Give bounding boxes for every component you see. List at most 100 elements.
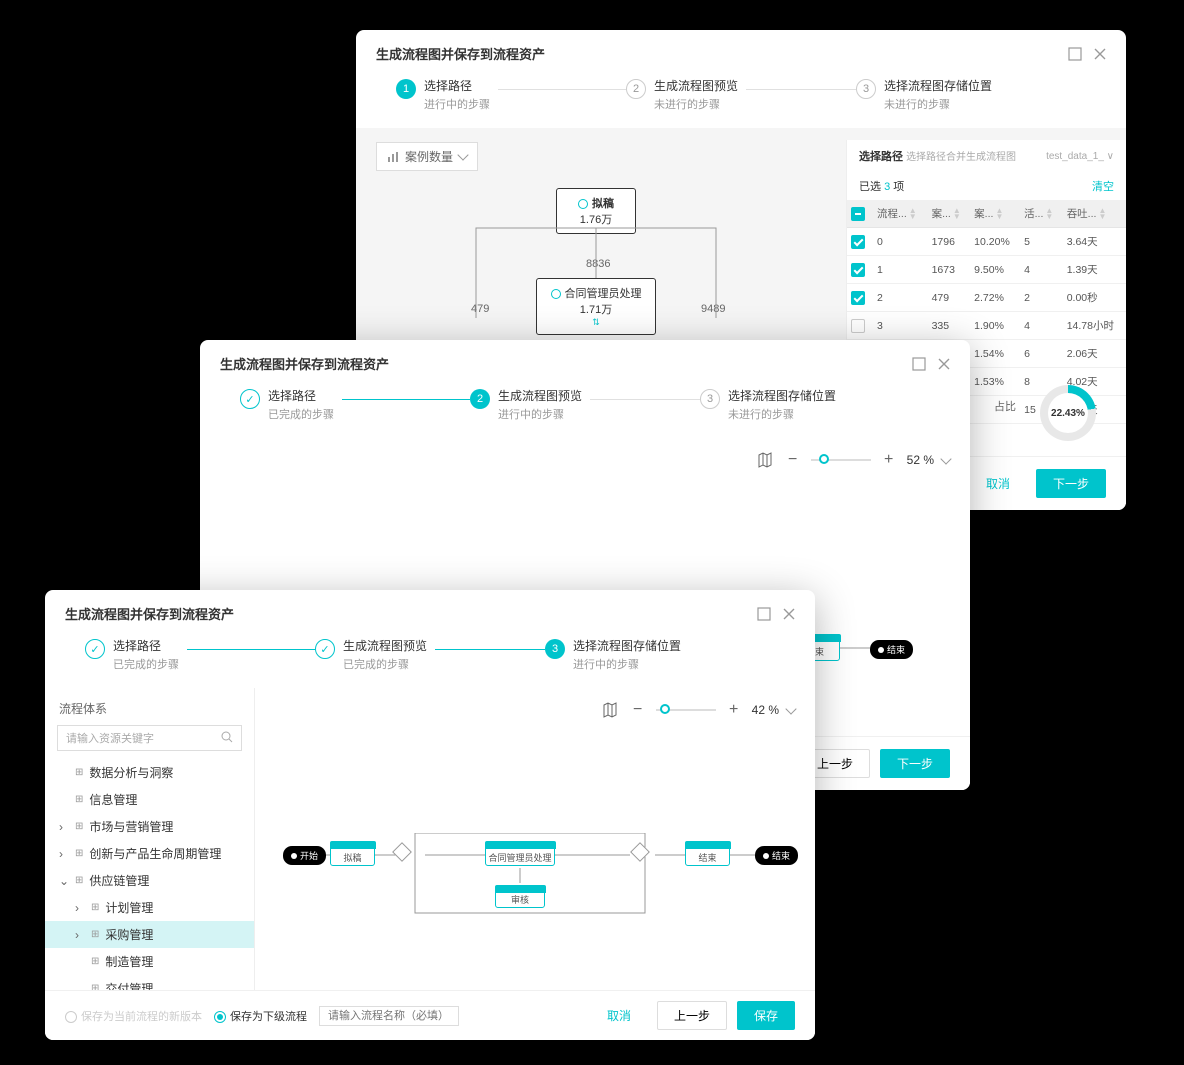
zoom-handle[interactable]: [819, 454, 829, 464]
bar-chart-icon: [387, 151, 399, 163]
bpmn-end[interactable]: 结束: [870, 640, 913, 659]
zoom-controls: − + 52 %: [755, 450, 950, 470]
step-3-sub: 未进行的步骤: [884, 96, 992, 112]
bpmn-start[interactable]: 开始: [283, 846, 326, 865]
row-checkbox[interactable]: [851, 291, 865, 305]
header: 生成流程图并保存到流程资产: [45, 590, 815, 637]
file-selector[interactable]: test_data_1_ ∨: [1046, 151, 1114, 162]
step-3-indicator: 3: [700, 389, 720, 409]
zoom-out-button[interactable]: −: [783, 450, 803, 470]
process-tree-panel: 流程体系 请输入资源关键字 ⊞数据分析与洞察 ⊞信息管理 ›⊞市场与营销管理 ›…: [45, 688, 255, 1028]
sort-icon[interactable]: ▲▼: [909, 208, 917, 220]
table-row[interactable]: 0179610.20%53.64天: [847, 228, 1126, 256]
target-icon: [551, 289, 561, 299]
sort-icon[interactable]: ▲▼: [1098, 208, 1106, 220]
bpmn-end[interactable]: 结束: [755, 846, 798, 865]
cancel-button[interactable]: 取消: [970, 469, 1026, 498]
tree-item[interactable]: ⊞信息管理: [45, 786, 254, 813]
flow-node-draft[interactable]: 拟稿 1.76万: [556, 188, 636, 234]
zoom-slider[interactable]: [656, 709, 716, 711]
close-icon[interactable]: [783, 608, 795, 620]
table-row[interactable]: 116739.50%41.39天: [847, 256, 1126, 284]
sort-icon[interactable]: ▲▼: [953, 208, 961, 220]
cancel-button[interactable]: 取消: [591, 1001, 647, 1030]
edge-label: 8836: [586, 258, 610, 270]
chevron-down-icon[interactable]: [785, 703, 796, 714]
zoom-handle[interactable]: [660, 704, 670, 714]
bpmn-task[interactable]: 拟稿: [330, 842, 375, 866]
close-icon[interactable]: [938, 358, 950, 370]
step-3-indicator: 3: [856, 79, 876, 99]
window-title: 生成流程图并保存到流程资产: [376, 44, 545, 63]
expand-icon[interactable]: [757, 607, 771, 621]
window-title: 生成流程图并保存到流程资产: [65, 604, 234, 623]
tree-item[interactable]: ›⊞创新与产品生命周期管理: [45, 840, 254, 867]
bpmn-task[interactable]: 合同管理员处理: [485, 842, 555, 866]
flow-node-contract[interactable]: 合同管理员处理 1.71万 ⇅: [536, 278, 656, 335]
coverage-donut: 22.43%: [1040, 385, 1096, 441]
donut-label: 占比: [994, 398, 1016, 414]
tree-search-input[interactable]: 请输入资源关键字: [57, 725, 242, 751]
next-button[interactable]: 下一步: [880, 749, 950, 778]
step-1-sub: 进行中的步骤: [424, 96, 490, 112]
tree-item[interactable]: ›⊞市场与营销管理: [45, 813, 254, 840]
step-2-indicator: ✓: [315, 639, 335, 659]
tree-item-selected[interactable]: ›⊞采购管理: [45, 921, 254, 948]
zoom-out-button[interactable]: −: [628, 700, 648, 720]
step-1-indicator: ✓: [240, 389, 260, 409]
chevron-down-icon: [457, 149, 468, 160]
flow-preview-canvas[interactable]: − + 42 % 开始 拟稿 合同管理员处理 审核 结束: [255, 688, 815, 1028]
expand-icon[interactable]: [912, 357, 926, 371]
save-as-version-radio: 保存为当前流程的新版本: [65, 1008, 202, 1024]
edge-label: 479: [471, 303, 489, 315]
zoom-in-button[interactable]: +: [724, 700, 744, 720]
zoom-percent: 42 %: [752, 703, 779, 717]
save-as-child-radio[interactable]: 保存为下级流程: [214, 1008, 307, 1024]
map-icon[interactable]: [755, 450, 775, 470]
step-3-title: 选择流程图存储位置: [884, 77, 992, 94]
bpmn-task[interactable]: 审核: [495, 886, 545, 908]
save-button[interactable]: 保存: [737, 1001, 795, 1030]
window-title: 生成流程图并保存到流程资产: [220, 354, 389, 373]
tree-item[interactable]: ⊞数据分析与洞察: [45, 759, 254, 786]
close-icon[interactable]: [1094, 48, 1106, 60]
sort-icon[interactable]: ▲▼: [995, 208, 1003, 220]
tree-item[interactable]: ⊞制造管理: [45, 948, 254, 975]
zoom-controls: − + 42 %: [600, 700, 795, 720]
map-icon[interactable]: [600, 700, 620, 720]
tree-item[interactable]: ⌄⊞供应链管理: [45, 867, 254, 894]
stepper: ✓ 选择路径已完成的步骤 ✓ 生成流程图预览已完成的步骤 3 选择流程图存储位置…: [45, 637, 815, 688]
step-2-indicator: 2: [626, 79, 646, 99]
zoom-slider[interactable]: [811, 459, 871, 461]
process-name-input[interactable]: [319, 1006, 459, 1026]
clear-selection[interactable]: 清空: [1092, 178, 1114, 194]
select-all-checkbox[interactable]: [851, 207, 865, 221]
zoom-percent: 52 %: [907, 453, 934, 467]
step-1-indicator: ✓: [85, 639, 105, 659]
prev-button[interactable]: 上一步: [657, 1001, 727, 1030]
next-button[interactable]: 下一步: [1036, 469, 1106, 498]
row-checkbox[interactable]: [851, 235, 865, 249]
expand-icon[interactable]: [1068, 47, 1082, 61]
tree-title: 流程体系: [45, 696, 254, 725]
row-checkbox[interactable]: [851, 263, 865, 277]
bpmn-task[interactable]: 结束: [685, 842, 730, 866]
row-checkbox[interactable]: [851, 319, 865, 333]
window-step3: 生成流程图并保存到流程资产 ✓ 选择路径已完成的步骤 ✓ 生成流程图预览已完成的…: [45, 590, 815, 1040]
step-1-indicator: 1: [396, 79, 416, 99]
chevron-down-icon[interactable]: [940, 453, 951, 464]
dropdown-label: 案例数量: [405, 148, 453, 165]
target-icon: [578, 199, 588, 209]
metric-dropdown[interactable]: 案例数量: [376, 142, 478, 171]
table-row[interactable]: 24792.72%20.00秒: [847, 284, 1126, 312]
sort-icon[interactable]: ▲▼: [1045, 208, 1053, 220]
step-2-indicator: 2: [470, 389, 490, 409]
stepper: ✓ 选择路径 已完成的步骤 2 生成流程图预览 进行中的步骤 3 选择流程图存储…: [200, 387, 970, 438]
edge-label: 9489: [701, 303, 725, 315]
tree-item[interactable]: ›⊞计划管理: [45, 894, 254, 921]
search-icon: [221, 731, 233, 746]
table-row[interactable]: 33351.90%414.78小时: [847, 312, 1126, 340]
zoom-in-button[interactable]: +: [879, 450, 899, 470]
step-2-sub: 未进行的步骤: [654, 96, 738, 112]
step-2-title: 生成流程图预览: [654, 77, 738, 94]
